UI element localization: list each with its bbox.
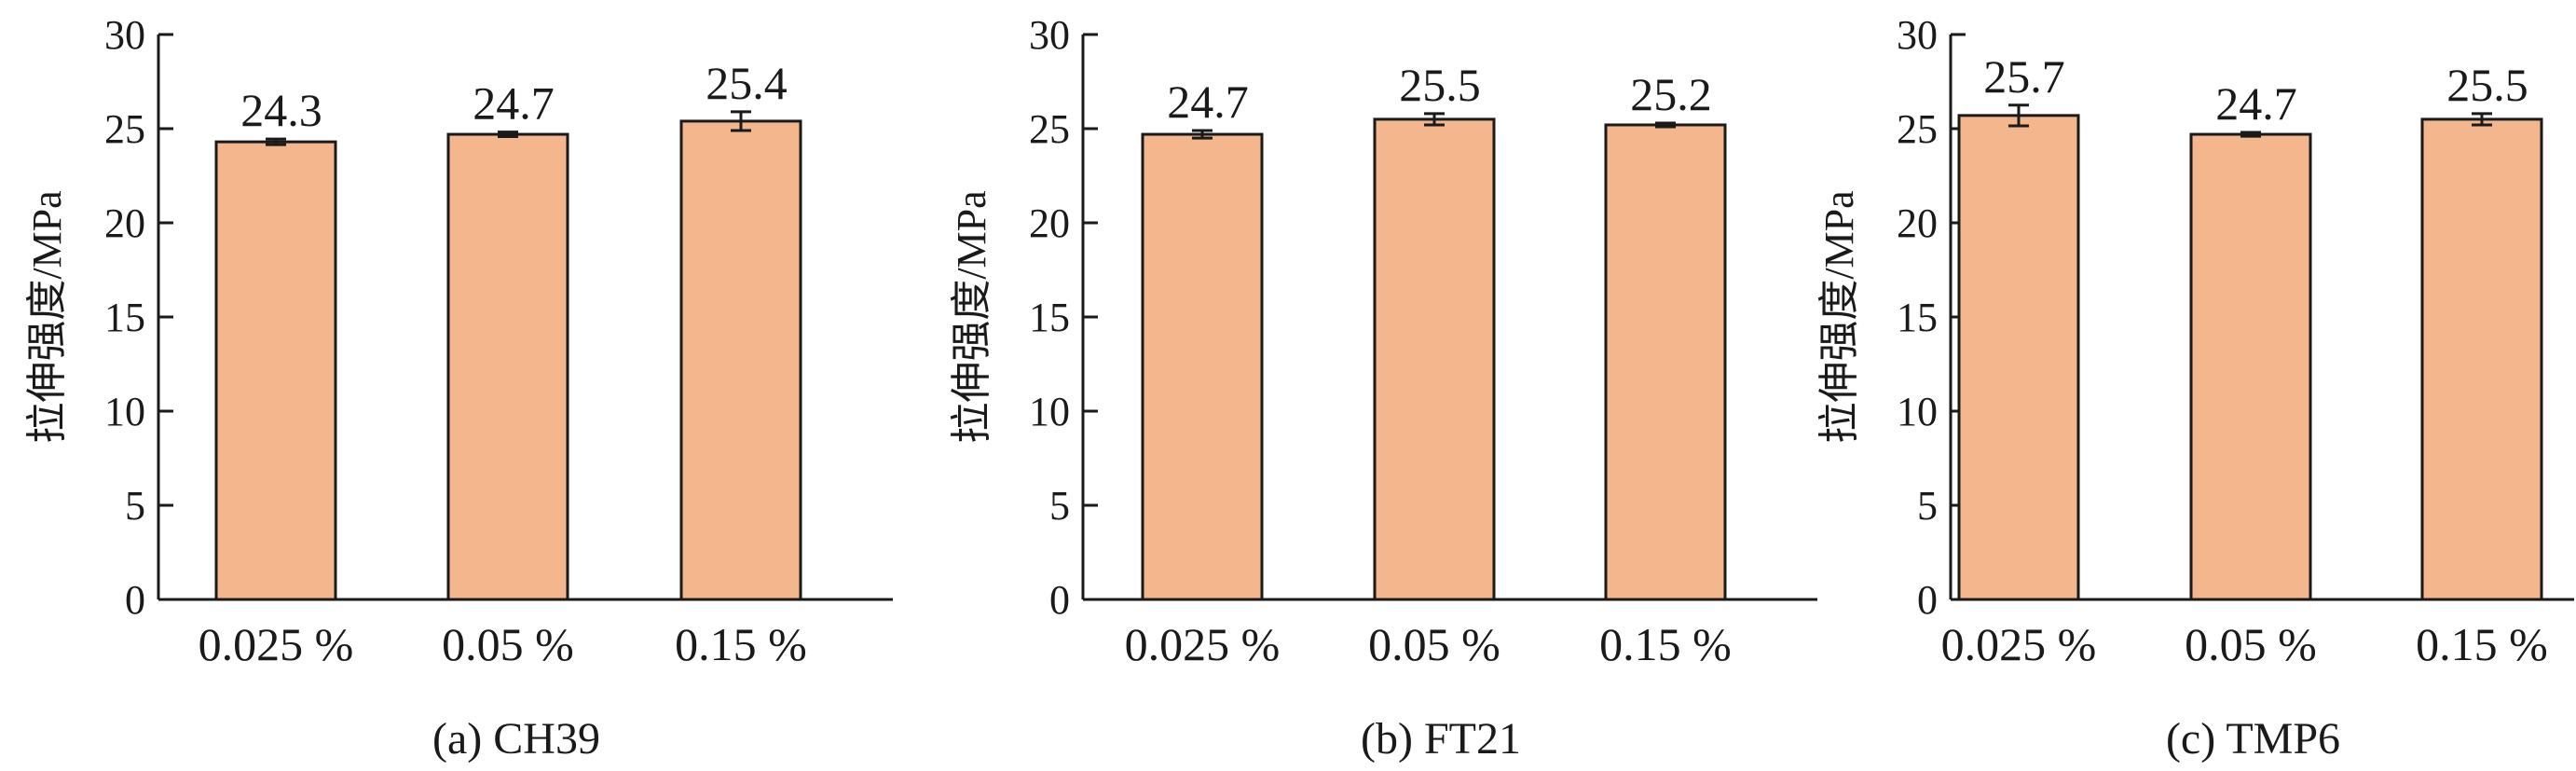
data-label: 24.7	[1167, 76, 1249, 128]
bar	[1957, 114, 2080, 601]
y-axis-title: 拉伸强度/MPa	[24, 190, 70, 443]
x-tick-label: 0.15 %	[675, 618, 807, 670]
y-tick-label: 25	[1029, 106, 1070, 152]
y-tick-label: 10	[1897, 389, 1938, 434]
data-label: 25.5	[2446, 59, 2528, 111]
data-label: 25.7	[1983, 50, 2065, 103]
x-tick-label: 0.05 %	[1368, 618, 1500, 670]
chart-panel-1: 0 5 10 15 20 25 30 拉伸强度/MPa 24.3 0.025 % 24.7 0.05 …	[24, 12, 893, 764]
bar	[1373, 117, 1496, 601]
y-tick-label: 15	[1897, 295, 1938, 340]
x-tick-label: 0.15 %	[1599, 618, 1732, 670]
y-tick-label: 15	[1029, 295, 1070, 340]
y-tick-label: 10	[1029, 389, 1070, 434]
y-tick-label: 20	[1897, 200, 1938, 246]
y-tick-label: 5	[1049, 483, 1070, 529]
y-tick-label: 5	[1917, 483, 1938, 529]
data-label: 25.4	[706, 57, 788, 109]
y-tick-label: 20	[1029, 200, 1070, 246]
data-label: 24.7	[473, 77, 555, 130]
x-tick-label: 0.05 %	[442, 618, 574, 670]
panel-caption: (c) TMP6	[2166, 714, 2340, 764]
data-label: 24.3	[240, 84, 322, 136]
chart-panel-2: 0 5 10 15 20 25 30 拉伸强度/MPa 24.7 0.025 % 25.5 0.05 …	[949, 12, 1817, 764]
data-label: 25.2	[1630, 68, 1712, 120]
x-tick-label: 0.025 %	[1941, 618, 2097, 670]
bar	[679, 119, 802, 601]
y-tick-label: 25	[104, 106, 145, 152]
x-tick-label: 0.15 %	[2416, 618, 2548, 670]
y-tick-label: 0	[1049, 577, 1070, 623]
x-tick-label: 0.025 %	[199, 618, 354, 670]
bar	[2420, 117, 2543, 601]
panel-caption: (a) CH39	[432, 714, 600, 764]
y-tick-label: 30	[1897, 12, 1938, 58]
y-tick-label: 25	[1897, 106, 1938, 152]
y-tick-label: 5	[125, 483, 145, 529]
y-tick-label: 0	[125, 577, 145, 623]
bar	[1141, 132, 1264, 601]
panel-caption: (b) FT21	[1361, 714, 1521, 764]
y-axis-title: 拉伸强度/MPa	[1816, 190, 1862, 443]
y-tick-label: 0	[1917, 577, 1938, 623]
data-label: 25.5	[1399, 59, 1481, 111]
bar	[214, 140, 337, 601]
data-label: 24.7	[2215, 77, 2297, 130]
y-tick-label: 15	[104, 295, 145, 340]
y-tick-label: 30	[104, 12, 145, 58]
x-tick-label: 0.05 %	[2185, 618, 2317, 670]
x-tick-label: 0.025 %	[1125, 618, 1281, 670]
chart-panel-3: 0 5 10 15 20 25 30 拉伸强度/MPa 25.7 0.025 % 24.7 0.05 …	[1816, 12, 2574, 764]
y-tick-label: 30	[1029, 12, 1070, 58]
y-tick-label: 10	[104, 389, 145, 434]
y-axis-title: 拉伸强度/MPa	[949, 190, 994, 443]
bar	[2189, 132, 2312, 601]
y-tick-label: 20	[104, 200, 145, 246]
bar	[446, 132, 569, 601]
bar	[1604, 123, 1727, 601]
